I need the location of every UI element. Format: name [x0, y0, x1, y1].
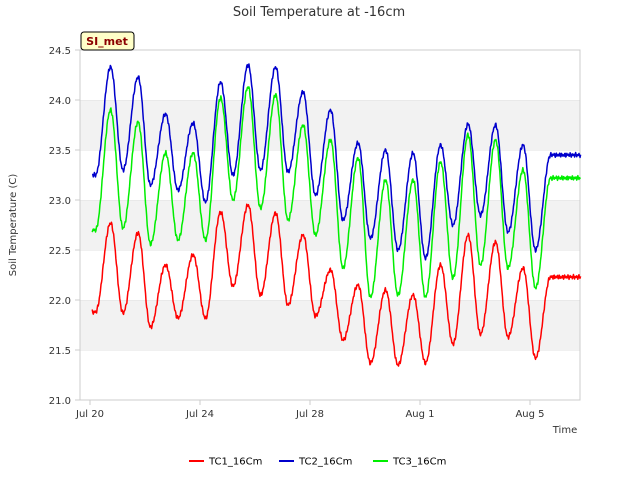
chart-title: Soil Temperature at -16cm [233, 5, 405, 20]
station-badge-box [80, 31, 135, 51]
grid-band [80, 250, 580, 300]
grid-bands [80, 49, 580, 400]
plot-frame [79, 49, 581, 401]
x-tick-label: Jul 28 [295, 409, 324, 420]
y-tick-label: 23.5 [49, 146, 71, 157]
series-line-tc1_16cm [91, 203, 582, 367]
legend-label: TC3_16Cm [392, 457, 446, 468]
x-tick-label: Aug 1 [405, 409, 434, 420]
y-tick-label: 24.0 [49, 96, 71, 107]
x-tick-label: Aug 5 [515, 409, 544, 420]
legend: TC1_16Cm TC2_16Cm TC3_16Cm [189, 457, 446, 468]
y-tick-label: 21.0 [49, 396, 71, 407]
legend-label: TC2_16Cm [298, 457, 352, 468]
series-line-tc3_16cm [91, 86, 582, 299]
station-badge-text: SI_met [86, 35, 128, 48]
y-tick-label: 24.5 [49, 46, 71, 57]
series-lines [91, 63, 582, 367]
x-axis-label: Time [552, 425, 577, 436]
x-tick-label: Jul 24 [185, 409, 214, 420]
grid-band [80, 200, 580, 250]
y-tick-label: 22.5 [49, 246, 71, 257]
station-badge: SI_met [80, 31, 135, 51]
y-tick-label: 22.0 [49, 296, 71, 307]
axis-ticks: 21.0 21.5 22.0 22.5 23.0 23.5 24.0 24.5 Jul 20 Ju… [49, 46, 545, 420]
grid-band [80, 300, 580, 350]
grid-band [80, 50, 580, 100]
series-line-tc2_16cm [91, 63, 582, 261]
legend-label: TC1_16Cm [208, 457, 262, 468]
grid-band [80, 350, 580, 400]
x-tick-label: Jul 20 [75, 409, 104, 420]
y-axis-label: Soil Temperature (C) [8, 174, 19, 277]
y-tick-label: 23.0 [49, 196, 71, 207]
y-tick-label: 21.5 [49, 346, 71, 357]
